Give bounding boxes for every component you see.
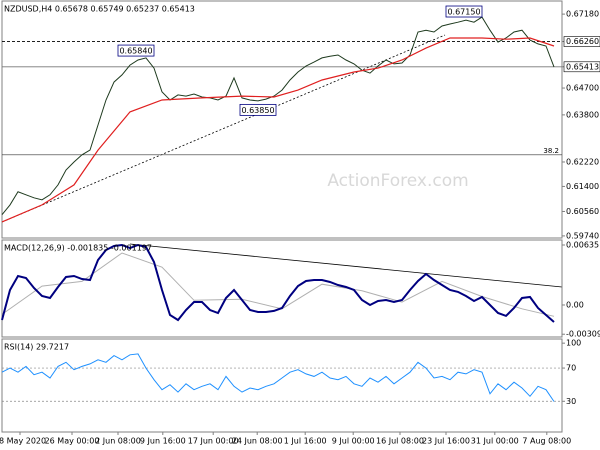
y-tick-label: 0.61400 [566, 182, 599, 191]
annotation-label: 0.67150 [447, 8, 480, 17]
x-tick-label: 2 Jun 08:00 [95, 437, 141, 446]
x-tick-label: 23 Jul 16:00 [422, 437, 470, 446]
x-tick-label: 16 Jul 08:00 [376, 437, 424, 446]
x-tick-label: 24 Jun 08:00 [232, 437, 283, 446]
panel-title: MACD(12,26,9) -0.001835 -0.001197 [4, 244, 152, 253]
x-tick-label: 9 Jul 00:00 [332, 437, 375, 446]
annotation-box [117, 44, 155, 57]
series-line [1, 37, 555, 223]
x-tick-label: 7 Aug 08:00 [522, 437, 571, 446]
x-tick-label: 1 Jul 16:00 [284, 437, 327, 446]
annotation-box [239, 103, 277, 116]
y-tick-label: 0.64700 [566, 84, 599, 93]
series-line [1, 16, 555, 216]
series-line [1, 243, 555, 323]
trend-line [1, 34, 446, 223]
y-tick-label: 0.66260 [566, 37, 599, 46]
x-tick-label: 17 Jun 00:00 [188, 437, 239, 446]
series-line [1, 353, 555, 402]
y-tick-label: 30 [566, 397, 576, 406]
y-tick-label: 70 [566, 364, 576, 373]
panel-frame [1, 239, 563, 338]
x-tick-label: 26 May 00:00 [45, 437, 100, 446]
panel-title: NZDUSD,H4 0.65678 0.65749 0.65237 0.6541… [4, 5, 195, 14]
y-tick-label: 0.00635 [566, 241, 599, 250]
panel-title: RSI(14) 29.7217 [4, 343, 69, 352]
fib-label: 38.2 [543, 147, 559, 155]
x-tick-label: 31 Jul 00:00 [471, 437, 519, 446]
annotation-label: 0.65840 [119, 47, 152, 56]
y-tick-label: 0.59740 [566, 231, 599, 240]
y-tick-label: 0.60560 [566, 207, 599, 216]
y-tick-label: 0.62220 [566, 157, 599, 166]
x-tick-label: 9 Jun 16:00 [140, 437, 186, 446]
y-tick-label: 0.63800 [566, 110, 599, 119]
y-tick-label: 100 [566, 339, 581, 348]
macd-trend-line [129, 243, 563, 288]
watermark: ActionForex.com [327, 171, 468, 191]
y-tick-label: 0.65413 [566, 62, 599, 71]
y-label-box [563, 36, 600, 47]
panel-frame [1, 338, 563, 433]
y-tick-label: 0.00 [566, 300, 584, 309]
panel-frame [1, 0, 563, 239]
y-label-box [563, 61, 600, 73]
annotation-label: 0.63850 [241, 106, 274, 115]
x-tick-label: 18 May 2020 [0, 437, 46, 446]
annotation-box [445, 5, 483, 18]
y-tick-label: -0.003096 [566, 330, 600, 339]
y-tick-label: 0.67180 [566, 10, 599, 19]
